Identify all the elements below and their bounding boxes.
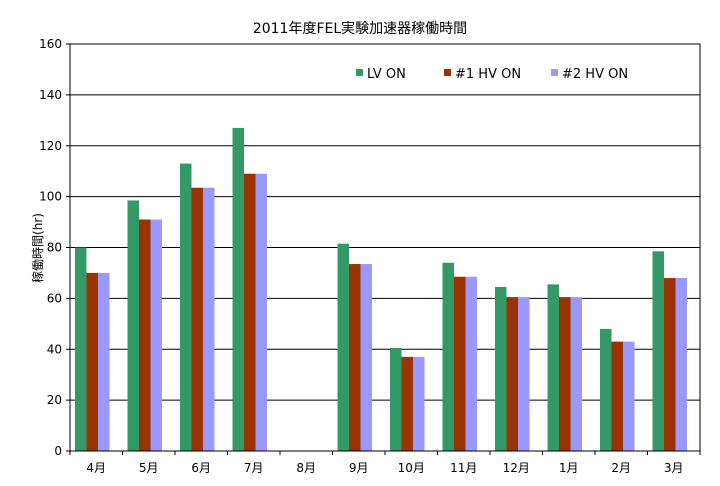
bar-1-hv-on <box>454 276 466 451</box>
x-tick-label: 1月 <box>559 461 579 475</box>
bar-2-hv-on <box>623 341 635 451</box>
y-axis-label: 稼働時間(hr) <box>30 213 45 283</box>
bar-lv-on <box>232 127 244 451</box>
bar-1-hv-on <box>349 264 361 451</box>
y-tick-label: 160 <box>39 37 62 51</box>
bar-1-hv-on <box>401 356 413 451</box>
bar-lv-on <box>547 284 559 451</box>
bar-1-hv-on <box>506 297 518 451</box>
bar-2-hv-on <box>150 219 162 451</box>
x-tick-label: 3月 <box>664 461 684 475</box>
y-tick-label: 0 <box>54 444 62 458</box>
x-tick-label: 8月 <box>296 461 316 475</box>
x-tick-label: 12月 <box>503 461 530 475</box>
y-tick-label: 20 <box>47 393 62 407</box>
y-tick-label: 140 <box>39 88 62 102</box>
x-tick-label: 5月 <box>139 461 159 475</box>
bar-lv-on <box>442 262 454 451</box>
x-tick-label: 6月 <box>191 461 211 475</box>
bar-1-hv-on <box>611 341 623 451</box>
y-tick-label: 80 <box>47 241 62 255</box>
bar-1-hv-on <box>559 297 571 451</box>
legend-swatch <box>551 69 558 76</box>
legend-label: #2 HV ON <box>562 67 628 82</box>
x-tick-label: 10月 <box>398 461 425 475</box>
y-tick-label: 100 <box>39 190 62 204</box>
legend-swatch <box>444 69 451 76</box>
bar-2-hv-on <box>98 272 110 451</box>
y-tick-label: 60 <box>47 291 62 305</box>
y-axis: 0 20 40 60 80 100 120 140 160 <box>39 37 70 458</box>
legend-label: #1 HV ON <box>455 67 521 82</box>
bar-2-hv-on <box>413 356 425 451</box>
bar-2-hv-on <box>675 278 687 451</box>
legend-swatch <box>356 69 363 76</box>
x-axis: 4月 5月 6月 7月 8月 9月 10月 11月 12月 1月 2月 3月 <box>69 451 701 475</box>
gridlines <box>70 94 700 401</box>
bar-2-hv-on <box>360 264 372 451</box>
x-tick-label: 11月 <box>450 461 477 475</box>
bar-2-hv-on <box>570 297 582 451</box>
bar-2-hv-on <box>255 173 267 451</box>
bar-1-hv-on <box>244 173 256 451</box>
bar-lv-on <box>495 286 507 451</box>
bar-lv-on <box>75 247 87 451</box>
bar-2-hv-on <box>465 276 477 451</box>
bar-1-hv-on <box>86 272 98 451</box>
y-tick-label: 120 <box>39 139 62 153</box>
bar-1-hv-on <box>139 219 151 451</box>
bar-lv-on <box>127 200 139 451</box>
x-tick-label: 4月 <box>86 461 106 475</box>
legend: LV ON #1 HV ON #2 HV ON <box>356 67 628 82</box>
bar-lv-on <box>600 328 612 451</box>
chart-title: 2011年度FEL実験加速器稼働時間 <box>253 21 467 37</box>
x-tick-label: 9月 <box>349 461 369 475</box>
legend-label: LV ON <box>367 67 406 82</box>
bar-lv-on <box>390 347 402 451</box>
x-tick-label: 7月 <box>244 461 264 475</box>
bar-lv-on <box>180 163 192 451</box>
bar-1-hv-on <box>664 278 676 451</box>
bar-lv-on <box>652 251 664 451</box>
y-tick-label: 40 <box>47 342 62 356</box>
bar-2-hv-on <box>203 187 215 452</box>
bar-lv-on <box>337 243 349 451</box>
bars <box>75 127 687 452</box>
x-tick-label: 2月 <box>611 461 631 475</box>
bar-2-hv-on <box>518 297 530 451</box>
bar-1-hv-on <box>191 187 203 452</box>
